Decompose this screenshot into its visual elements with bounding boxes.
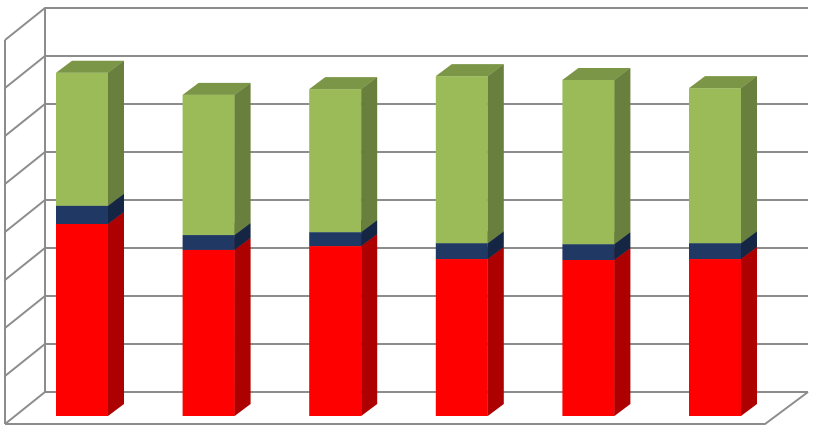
- bar-front: [562, 80, 615, 245]
- bar-side: [234, 237, 251, 416]
- bar-segment: [562, 248, 631, 416]
- bar-side: [234, 82, 251, 236]
- bar-segment: [56, 60, 124, 206]
- bar-front: [562, 260, 615, 416]
- bar-side: [361, 77, 378, 233]
- bar-segment: [56, 212, 124, 416]
- grid-line: [4, 247, 808, 281]
- bar-side: [741, 247, 757, 416]
- bar-side: [108, 212, 124, 416]
- bar-segment: [309, 234, 378, 416]
- grid-line: [4, 151, 808, 185]
- bar-top: [689, 76, 757, 89]
- grid-line: [4, 199, 808, 233]
- bar-side: [487, 231, 504, 260]
- bar-front: [309, 232, 362, 247]
- bar-side: [614, 232, 631, 260]
- bar-segment: [435, 247, 504, 416]
- bar-side: [487, 247, 504, 416]
- bar-side: [361, 234, 378, 416]
- bar-side: [108, 193, 124, 224]
- bar-segment: [182, 237, 251, 416]
- bar-top: [435, 64, 504, 77]
- bar-side: [361, 220, 378, 247]
- bar-front: [435, 243, 488, 260]
- bar-front: [435, 76, 488, 244]
- bar-front: [56, 205, 108, 224]
- bar-front: [309, 246, 362, 416]
- bar-top: [562, 68, 631, 80]
- bar-front: [562, 244, 615, 260]
- grid-line: [4, 295, 808, 329]
- bar-front: [689, 259, 741, 416]
- bar-segment: [309, 77, 378, 233]
- bar-side: [741, 231, 757, 260]
- bar-front: [689, 88, 741, 244]
- grid-line: [4, 55, 808, 89]
- grid-line: [4, 7, 808, 41]
- bar-side: [487, 64, 504, 244]
- bar-side: [614, 248, 631, 416]
- bar-top: [309, 77, 378, 90]
- bar-side: [234, 223, 251, 250]
- bar-segment: [182, 82, 251, 236]
- bar-front: [182, 249, 235, 416]
- bar-segment: [435, 64, 504, 244]
- bar-front: [182, 235, 235, 250]
- bar-side: [108, 60, 124, 206]
- bar-segment: [689, 76, 757, 244]
- grid-line: [4, 391, 808, 425]
- bar-front: [309, 89, 362, 233]
- bar-side: [741, 76, 757, 244]
- bar-front: [56, 72, 108, 206]
- grid-line: [4, 343, 808, 377]
- bar-front: [182, 94, 235, 236]
- bar-front: [435, 259, 488, 416]
- floor-edge: [5, 391, 809, 425]
- bar-segment: [689, 247, 757, 416]
- bar-top: [182, 82, 251, 95]
- bar-front: [56, 224, 108, 416]
- bar-front: [689, 243, 741, 260]
- grid-line: [4, 103, 808, 137]
- bar-top: [56, 60, 124, 73]
- bar-side: [614, 68, 631, 245]
- bar-segment: [562, 68, 631, 245]
